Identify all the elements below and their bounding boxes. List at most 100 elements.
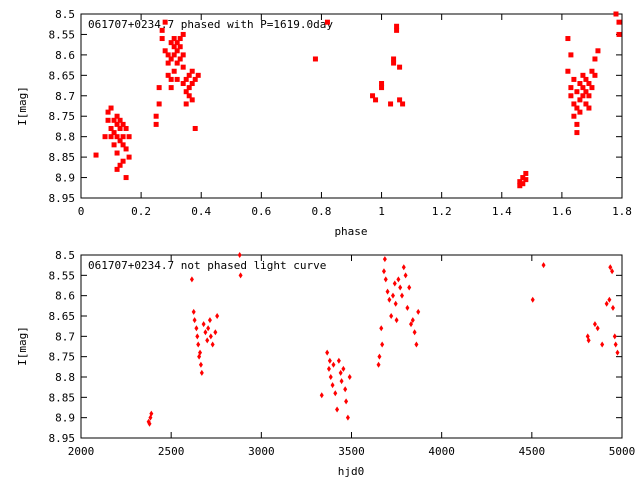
x-tick-label: 2500 bbox=[158, 445, 185, 458]
data-point bbox=[111, 130, 117, 136]
data-point bbox=[117, 138, 123, 144]
data-point bbox=[571, 101, 577, 107]
data-point bbox=[517, 179, 523, 185]
data-point bbox=[123, 146, 129, 152]
data-point bbox=[120, 158, 126, 164]
y-tick-label: 8.8 bbox=[55, 131, 75, 144]
data-point bbox=[153, 113, 159, 119]
data-point bbox=[189, 68, 195, 74]
data-point bbox=[577, 109, 583, 115]
data-point bbox=[394, 23, 400, 29]
data-point bbox=[126, 154, 132, 160]
data-point bbox=[565, 36, 571, 42]
data-point bbox=[405, 304, 410, 311]
data-point bbox=[171, 68, 177, 74]
data-point bbox=[568, 85, 574, 91]
data-point bbox=[613, 341, 618, 348]
data-point bbox=[165, 60, 171, 66]
x-tick-label: 3000 bbox=[248, 445, 275, 458]
data-point bbox=[403, 272, 408, 279]
data-point bbox=[189, 276, 194, 283]
data-point bbox=[196, 341, 201, 348]
data-point bbox=[373, 97, 379, 103]
x-axis-ticks: 2000 2500 3000 3500 4000 4500 5000 bbox=[68, 255, 636, 458]
data-point bbox=[325, 349, 330, 356]
y-tick-label: 8.7 bbox=[55, 90, 75, 103]
x-tick-label: 5000 bbox=[609, 445, 636, 458]
x-tick-label: 0.8 bbox=[312, 205, 332, 218]
data-point bbox=[331, 361, 336, 368]
data-point bbox=[616, 19, 622, 25]
y-tick-label: 8.9 bbox=[55, 412, 75, 425]
data-point bbox=[123, 175, 129, 181]
x-tick-label: 1.6 bbox=[552, 205, 572, 218]
data-point bbox=[120, 142, 126, 148]
data-point bbox=[328, 374, 333, 380]
data-point bbox=[186, 85, 192, 91]
data-point bbox=[604, 300, 609, 307]
data-point bbox=[177, 36, 183, 42]
data-point bbox=[208, 333, 213, 340]
data-point bbox=[111, 142, 117, 148]
data-point bbox=[565, 68, 571, 74]
data-point bbox=[574, 105, 580, 111]
data-point bbox=[339, 378, 344, 385]
data-point bbox=[592, 56, 598, 62]
data-point bbox=[105, 109, 111, 115]
data-point bbox=[192, 76, 198, 82]
data-point bbox=[156, 85, 162, 91]
data-point bbox=[206, 325, 211, 332]
data-point bbox=[174, 60, 180, 66]
data-point bbox=[111, 117, 117, 123]
data-point bbox=[381, 268, 386, 275]
x-tick-label: 4500 bbox=[519, 445, 546, 458]
data-point bbox=[401, 264, 406, 271]
y-tick-label: 8.55 bbox=[49, 28, 76, 41]
data-point bbox=[409, 321, 414, 328]
x-tick-label: 0.6 bbox=[251, 205, 271, 218]
x-axis-label: hjd0 bbox=[338, 465, 365, 478]
data-point bbox=[333, 390, 338, 397]
data-point bbox=[93, 152, 99, 158]
x-tick-label: 0 bbox=[78, 205, 85, 218]
data-point bbox=[344, 398, 349, 405]
data-point bbox=[180, 31, 186, 37]
y-tick-label: 8.6 bbox=[55, 290, 75, 303]
x-tick-label: 1.8 bbox=[612, 205, 632, 218]
data-point bbox=[168, 56, 174, 62]
x-tick-label: 0.4 bbox=[191, 205, 211, 218]
data-point bbox=[391, 56, 397, 62]
data-point bbox=[607, 296, 612, 303]
data-point bbox=[523, 170, 529, 176]
data-point bbox=[580, 85, 586, 91]
data-point bbox=[186, 72, 192, 78]
data-point bbox=[147, 420, 152, 427]
data-point bbox=[399, 292, 404, 299]
x-axis-ticks: 0 0.2 0.4 0.6 0.8 1 1.2 1.4 1.6 1.8 bbox=[78, 14, 632, 218]
data-point bbox=[398, 284, 403, 291]
data-point bbox=[319, 392, 324, 399]
y-tick-label: 8.85 bbox=[49, 391, 76, 404]
data-point bbox=[345, 414, 350, 421]
data-point bbox=[577, 81, 583, 87]
x-tick-label: 0.2 bbox=[131, 205, 151, 218]
data-point bbox=[583, 76, 589, 82]
data-point bbox=[612, 333, 617, 340]
data-point bbox=[195, 333, 200, 340]
data-point bbox=[407, 284, 412, 291]
data-point bbox=[347, 374, 352, 380]
data-point bbox=[192, 317, 197, 324]
data-points bbox=[93, 11, 622, 189]
data-point bbox=[123, 125, 129, 131]
y-tick-label: 8.65 bbox=[49, 310, 76, 323]
data-point bbox=[608, 264, 613, 271]
data-point bbox=[102, 134, 108, 140]
data-point bbox=[616, 31, 622, 37]
data-point bbox=[156, 101, 162, 107]
data-point bbox=[397, 97, 403, 103]
y-tick-label: 8.9 bbox=[55, 172, 75, 185]
data-point bbox=[379, 325, 384, 332]
data-point bbox=[377, 353, 382, 360]
data-point bbox=[394, 317, 399, 324]
